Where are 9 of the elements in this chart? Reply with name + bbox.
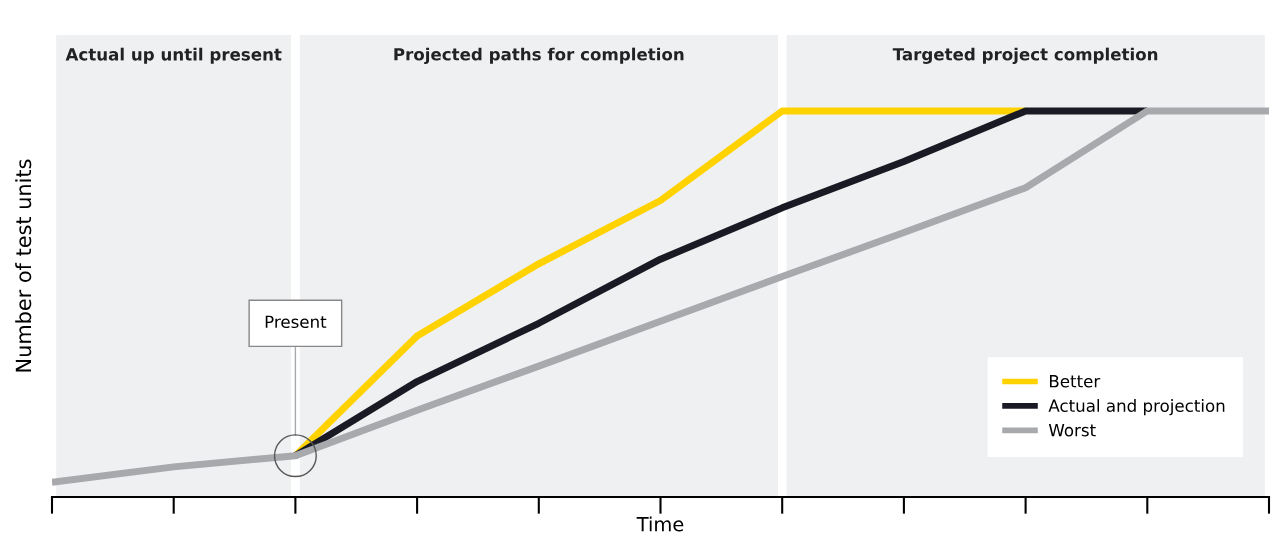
x-axis-title: Time <box>636 516 684 532</box>
text: Actual up until present <box>65 47 282 64</box>
text: Targeted project completion <box>892 47 1158 64</box>
text: Projected paths for completion <box>394 47 684 64</box>
y-axis-title: Number of test units <box>15 159 32 372</box>
legend-label: Better <box>1049 375 1101 388</box>
annotation: Present <box>265 315 327 329</box>
legend-label: Worst <box>1048 424 1096 437</box>
legend-label: Actual and projection <box>1048 399 1225 416</box>
